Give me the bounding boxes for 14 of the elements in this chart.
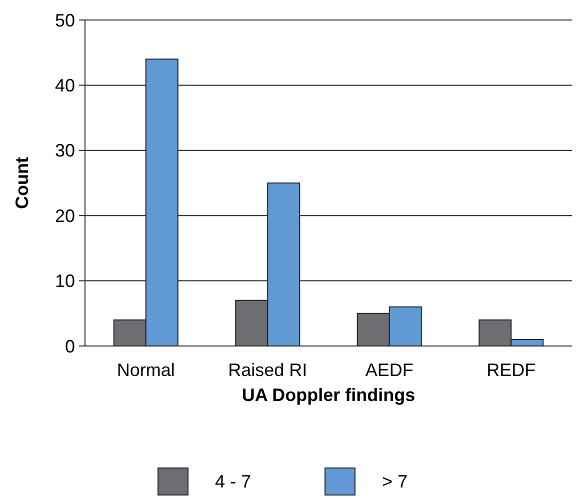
y-tick-label: 20	[54, 206, 75, 226]
y-tick-label: 0	[64, 336, 75, 356]
x-tick-label: AEDF	[365, 360, 414, 380]
y-tick-label: 10	[54, 271, 75, 292]
legend-label: > 7	[382, 471, 408, 492]
x-tick-label: Normal	[116, 360, 175, 380]
x-axis-title: UA Doppler findings	[242, 385, 416, 405]
y-tick-label: 40	[54, 76, 75, 96]
x-tick-label: Raised RI	[228, 360, 308, 380]
legend-label: 4 - 7	[215, 471, 252, 492]
y-axis-title: Count	[12, 157, 32, 209]
y-tick-label: 30	[54, 140, 75, 161]
x-tick-label: REDF	[486, 360, 536, 380]
y-tick-label: 50	[54, 10, 75, 30]
